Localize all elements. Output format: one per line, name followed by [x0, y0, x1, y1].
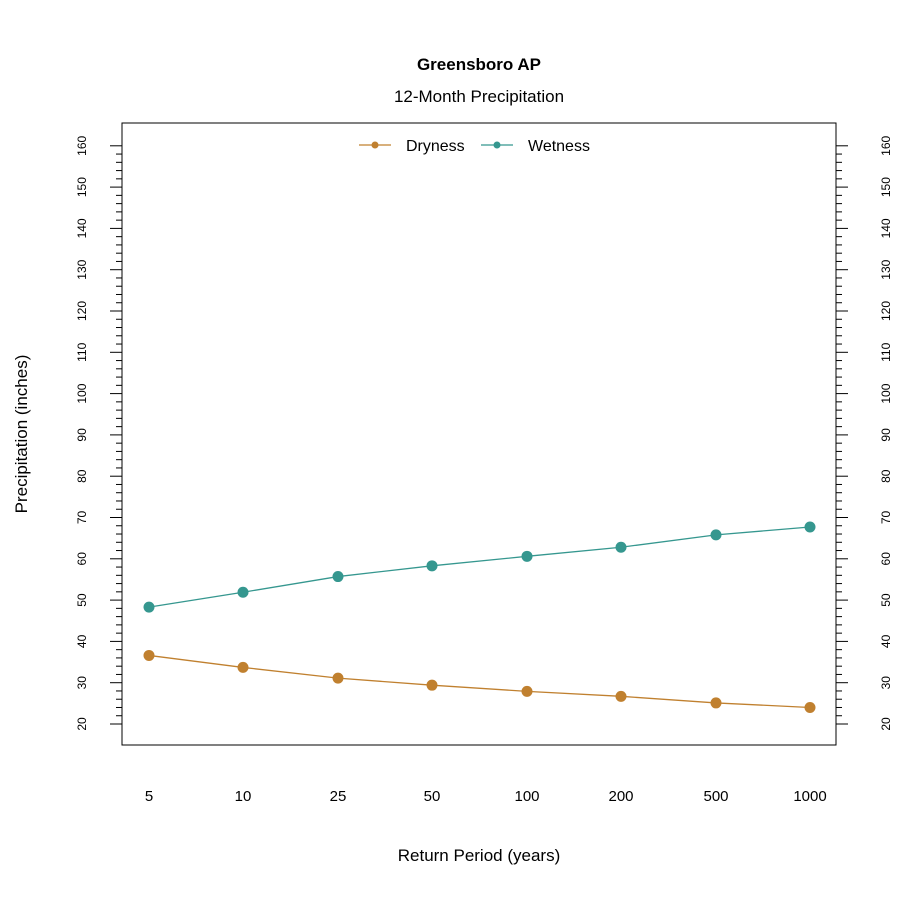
dryness-point: [804, 701, 816, 713]
dryness-point: [426, 679, 438, 691]
legend: Dryness Wetness: [359, 138, 590, 155]
y-tick-label-right: 60: [879, 552, 893, 566]
y-tick-label-left: 130: [75, 259, 89, 279]
y-tick-label-right: 130: [879, 259, 893, 279]
x-tick-label: 10: [235, 788, 252, 805]
y-axis-label: Precipitation (inches): [12, 355, 31, 514]
dryness-point: [332, 672, 344, 684]
wetness-point: [426, 560, 438, 572]
chart-subtitle: 12-Month Precipitation: [394, 87, 564, 106]
y-tick-label-left: 90: [75, 428, 89, 442]
x-tick-label: 5: [145, 788, 153, 805]
y-tick-label-right: 40: [879, 634, 893, 648]
y-tick-label-right: 100: [879, 383, 893, 403]
y-tick-label-right: 20: [879, 717, 893, 731]
legend-marker-wetness: [493, 141, 501, 149]
dryness-point: [521, 685, 533, 697]
y-tick-label-right: 70: [879, 511, 893, 525]
y-tick-label-right: 90: [879, 428, 893, 442]
plot-frame: [121, 122, 837, 746]
wetness-point: [615, 541, 627, 553]
x-tick-label: 1000: [793, 788, 826, 805]
dryness-point: [615, 690, 627, 702]
legend-label-dryness: Dryness: [406, 138, 465, 155]
x-tick-label: 500: [703, 788, 728, 805]
dryness-line: [148, 654, 811, 709]
y-tick-label-left: 80: [75, 469, 89, 483]
y-tick-label-right: 140: [879, 218, 893, 238]
y-tick-label-right: 80: [879, 469, 893, 483]
x-tick-label: 100: [514, 788, 539, 805]
legend-marker-dryness: [371, 141, 379, 149]
legend-label-wetness: Wetness: [528, 138, 590, 155]
y-tick-label-right: 150: [879, 177, 893, 197]
y-tick-label-left: 50: [75, 593, 89, 607]
y-tick-label-left: 70: [75, 511, 89, 525]
y-tick-label-left: 110: [75, 342, 89, 361]
y-tick-label-right: 120: [879, 301, 893, 321]
dryness-point: [237, 661, 249, 673]
dryness-point: [710, 697, 722, 709]
wetness-point: [332, 571, 344, 583]
y-tick-label-left: 150: [75, 177, 89, 197]
chart-title: Greensboro AP: [417, 55, 541, 74]
x-tick-label: 200: [608, 788, 633, 805]
y-tick-label-left: 20: [75, 717, 89, 731]
wetness-point: [710, 529, 722, 541]
y-tick-label-left: 160: [75, 135, 89, 155]
y-tick-label-right: 110: [879, 342, 893, 361]
y-tick-label-left: 140: [75, 218, 89, 238]
wetness-point: [521, 550, 533, 562]
wetness-line: [148, 526, 811, 608]
wetness-point: [143, 601, 155, 613]
wetness-point: [237, 586, 249, 598]
y-tick-label-left: 120: [75, 301, 89, 321]
y-tick-label-right: 50: [879, 593, 893, 607]
x-tick-label: 25: [330, 788, 347, 805]
y-tick-label-right: 160: [879, 135, 893, 155]
y-tick-label-right: 30: [879, 676, 893, 690]
dryness-point: [143, 649, 155, 661]
x-axis-label: Return Period (years): [398, 846, 561, 865]
x-tick-label: 50: [424, 788, 441, 805]
y-tick-label-left: 60: [75, 552, 89, 566]
y-tick-label-left: 30: [75, 676, 89, 690]
y-tick-label-left: 100: [75, 383, 89, 403]
y-tick-label-left: 40: [75, 634, 89, 648]
wetness-point: [804, 521, 816, 533]
